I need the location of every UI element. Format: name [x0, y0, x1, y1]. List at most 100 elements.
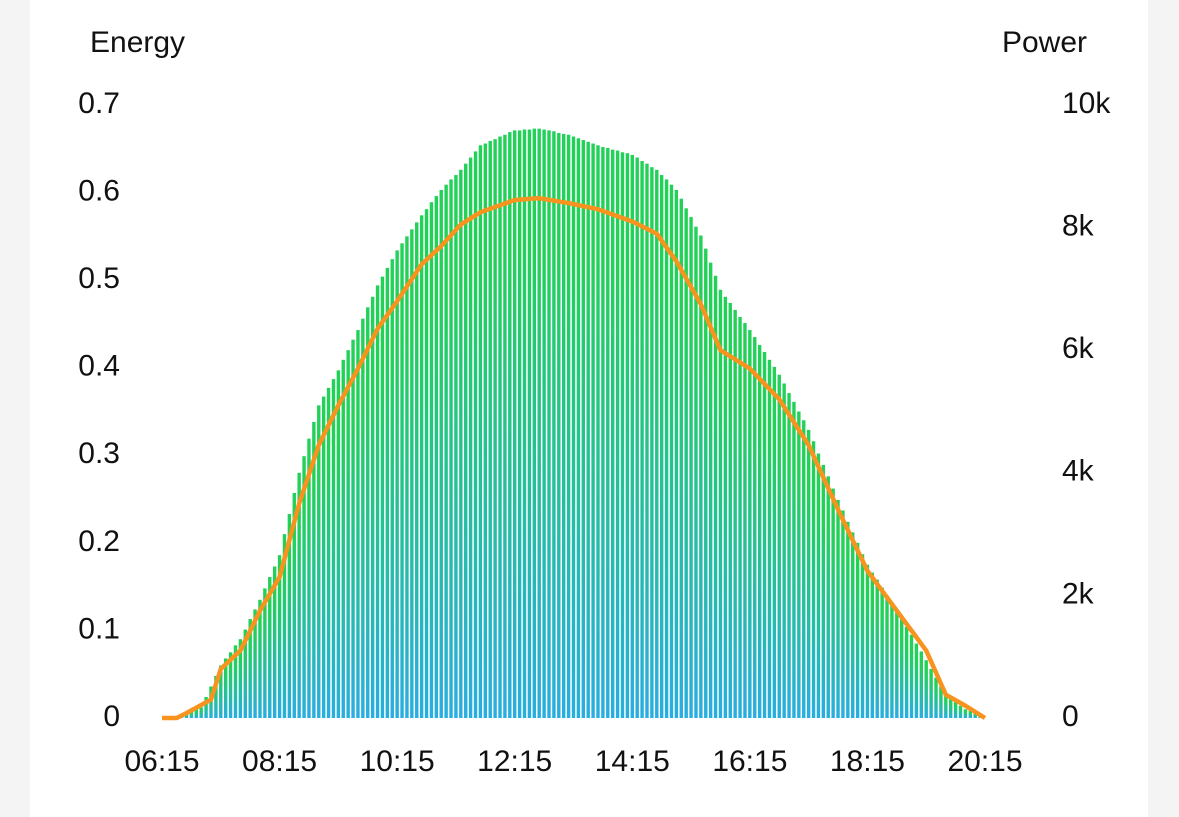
bar: [571, 136, 576, 719]
y2-tick-label: 6k: [1062, 332, 1095, 365]
bar: [836, 499, 840, 718]
bar: [630, 154, 634, 718]
y-tick-label: 0.2: [78, 525, 120, 558]
bar: [483, 143, 488, 718]
bar: [214, 675, 218, 718]
bar: [277, 555, 282, 718]
bar: [699, 235, 703, 718]
y-tick-label: 0.1: [78, 612, 120, 645]
bar: [542, 129, 546, 718]
bar: [204, 696, 208, 718]
bar: [498, 136, 502, 719]
bar: [875, 579, 879, 718]
bar: [880, 587, 884, 718]
bar: [331, 379, 336, 718]
y-tick-label: 0.5: [78, 262, 120, 295]
bar: [552, 131, 556, 718]
bar: [488, 140, 492, 718]
bar: [870, 572, 875, 718]
y2-tick-label: 10k: [1062, 87, 1111, 120]
bar: [375, 285, 380, 718]
bar: [664, 179, 669, 718]
bar: [669, 184, 674, 718]
bar: [390, 259, 394, 718]
bar: [199, 707, 203, 718]
bar: [659, 175, 664, 719]
y-tick-label: 0.7: [78, 87, 120, 120]
bar: [738, 316, 742, 718]
bar: [757, 344, 762, 718]
bar: [865, 564, 870, 718]
bar: [615, 150, 620, 719]
bar: [351, 339, 355, 718]
bar: [909, 634, 914, 718]
bar: [439, 189, 443, 719]
bar: [885, 595, 889, 718]
bar: [748, 330, 752, 718]
bar: [782, 383, 786, 718]
y-axis-title: Energy: [90, 26, 185, 59]
x-tick-label: 18:15: [830, 745, 905, 778]
bar: [596, 145, 600, 719]
bar: [610, 149, 615, 718]
bar: [385, 267, 390, 718]
bar: [253, 609, 257, 718]
bar: [532, 128, 537, 718]
bar: [689, 217, 693, 718]
bar: [924, 660, 928, 718]
bar: [194, 709, 198, 718]
y2-axis-title: Power: [1002, 26, 1087, 59]
bar: [733, 309, 737, 718]
bar: [831, 488, 835, 718]
x-tick-label: 12:15: [477, 745, 552, 778]
bar: [424, 209, 429, 718]
bar: [317, 405, 321, 718]
bar: [684, 208, 688, 718]
bar: [895, 610, 899, 718]
bar: [855, 542, 860, 718]
bar: [787, 393, 791, 718]
bar: [777, 374, 781, 718]
y2-tick-label: 4k: [1062, 455, 1095, 488]
bar: [307, 438, 311, 718]
bar: [341, 359, 345, 718]
bar: [493, 139, 497, 719]
bar: [473, 151, 478, 719]
bar: [939, 686, 943, 718]
bar: [767, 359, 772, 718]
bar: [395, 250, 399, 718]
bar: [958, 705, 963, 718]
bar: [454, 175, 458, 719]
bar: [963, 709, 968, 718]
bar: [904, 626, 909, 718]
bar: [464, 163, 468, 718]
bar: [797, 411, 801, 718]
bar: [606, 147, 610, 718]
bar: [679, 198, 683, 719]
bar: [802, 420, 806, 718]
bar: [743, 323, 747, 718]
bar: [753, 337, 757, 718]
bar: [449, 179, 453, 718]
bar: [302, 456, 306, 718]
bar: [949, 698, 953, 718]
bar: [537, 128, 541, 718]
bar: [841, 510, 845, 718]
x-tick-label: 08:15: [242, 745, 317, 778]
bar: [366, 307, 370, 718]
bar: [640, 161, 644, 718]
bar: [429, 202, 434, 718]
bar: [944, 695, 948, 718]
x-tick-label: 10:15: [360, 745, 435, 778]
bar: [562, 133, 566, 719]
bar: [762, 351, 767, 718]
bar: [704, 248, 708, 719]
bar: [900, 618, 904, 718]
bar: [434, 196, 439, 718]
bar: [792, 401, 796, 718]
power-line: [162, 195, 987, 721]
bar: [508, 132, 512, 718]
bar: [297, 472, 301, 718]
